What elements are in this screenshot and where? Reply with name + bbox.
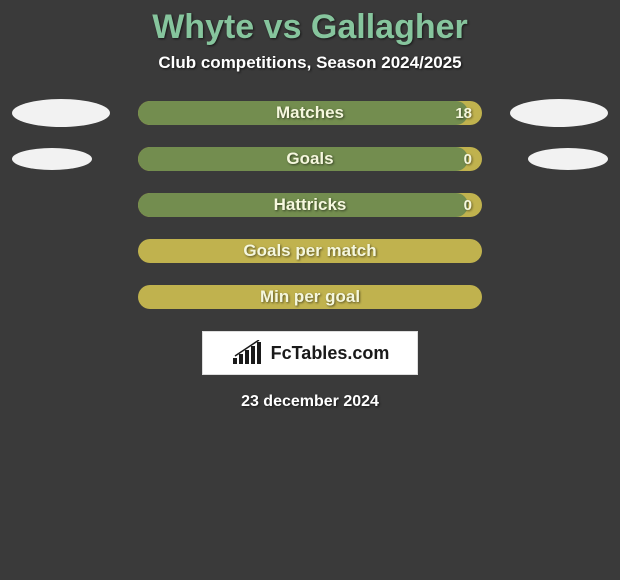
stat-label: Goals bbox=[138, 147, 482, 171]
right-player-marker bbox=[510, 99, 608, 127]
stat-row-goals-per-match: Goals per match bbox=[0, 239, 620, 263]
stats-rows: Matches18Goals0Hattricks0Goals per match… bbox=[0, 101, 620, 309]
stat-label: Matches bbox=[138, 101, 482, 125]
stat-label: Hattricks bbox=[138, 193, 482, 217]
page-title: Whyte vs Gallagher bbox=[0, 0, 620, 47]
logo-text: FcTables.com bbox=[271, 343, 390, 364]
stat-bar: Min per goal bbox=[138, 285, 482, 309]
stat-row-goals: Goals0 bbox=[0, 147, 620, 171]
stat-label: Min per goal bbox=[138, 285, 482, 309]
stat-right-value: 0 bbox=[464, 147, 472, 171]
bar-chart-icon bbox=[231, 340, 265, 366]
snapshot-date: 23 december 2024 bbox=[0, 393, 620, 411]
stat-right-value: 0 bbox=[464, 193, 472, 217]
fctables-logo: FcTables.com bbox=[202, 331, 418, 375]
left-player-marker bbox=[12, 148, 92, 170]
stat-bar: Goals per match bbox=[138, 239, 482, 263]
stat-bar: Matches18 bbox=[138, 101, 482, 125]
stat-row-matches: Matches18 bbox=[0, 101, 620, 125]
stat-row-min-per-goal: Min per goal bbox=[0, 285, 620, 309]
page-subtitle: Club competitions, Season 2024/2025 bbox=[0, 53, 620, 73]
stat-label: Goals per match bbox=[138, 239, 482, 263]
stat-bar: Hattricks0 bbox=[138, 193, 482, 217]
stat-bar: Goals0 bbox=[138, 147, 482, 171]
left-player-marker bbox=[12, 99, 110, 127]
stat-row-hattricks: Hattricks0 bbox=[0, 193, 620, 217]
stat-right-value: 18 bbox=[455, 101, 472, 125]
right-player-marker bbox=[528, 148, 608, 170]
